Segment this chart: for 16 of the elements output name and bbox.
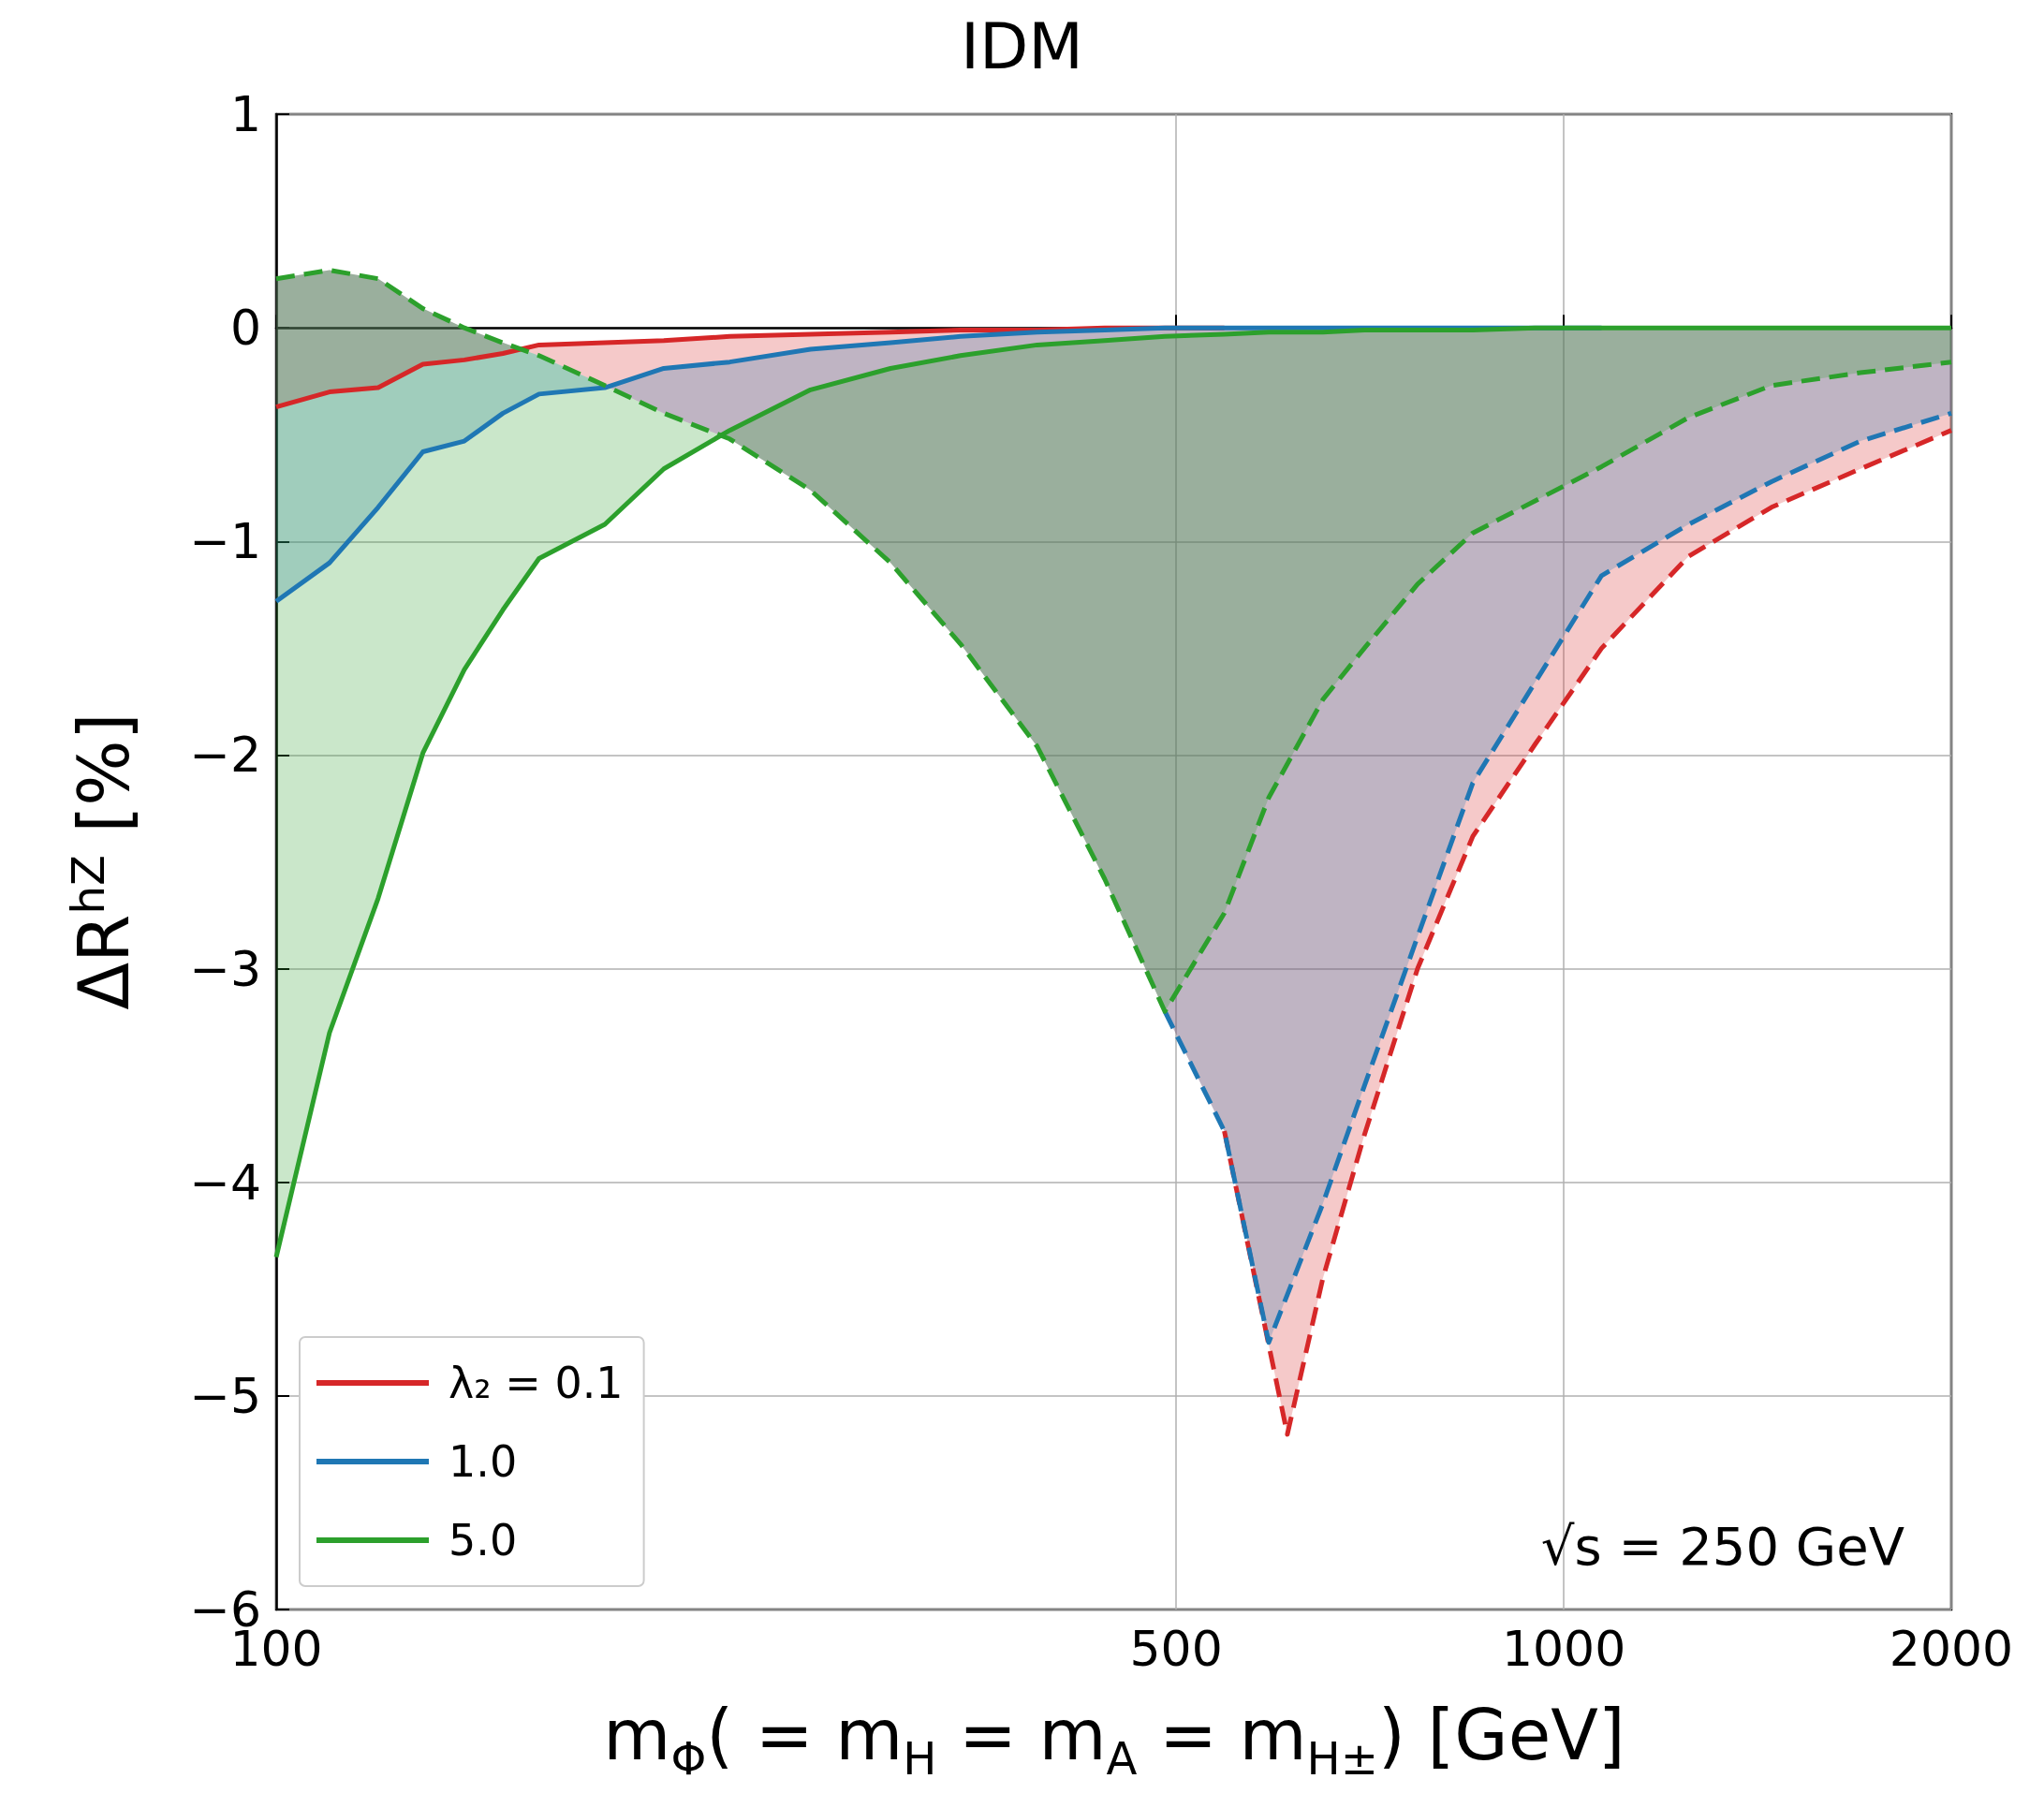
x-tick-label: 2000 <box>1889 1621 2014 1677</box>
y-tick-label: −3 <box>189 940 261 997</box>
legend-label: 5.0 <box>449 1515 518 1565</box>
legend-label: λ₂ = 0.1 <box>449 1358 624 1408</box>
x-tick-label: 500 <box>1129 1621 1223 1677</box>
annotation: √s = 250 GeV <box>1540 1515 1905 1577</box>
y-tick-label: −4 <box>189 1154 261 1211</box>
x-tick-label: 1000 <box>1501 1621 1626 1677</box>
y-tick-label: −2 <box>189 727 261 784</box>
text: m$_{Φ}$( = m$_{H}$ = m$_{A}$ = m$_{H±}$) [GeV] <box>603 1695 1625 1785</box>
y-tick-label: 1 <box>229 86 261 142</box>
legend-label: 1.0 <box>449 1436 518 1487</box>
y-tick-label: 0 <box>229 300 261 357</box>
y-tick-label: −5 <box>189 1367 261 1424</box>
y-tick-label: −1 <box>189 513 261 570</box>
chart-title: IDM <box>959 9 1085 83</box>
